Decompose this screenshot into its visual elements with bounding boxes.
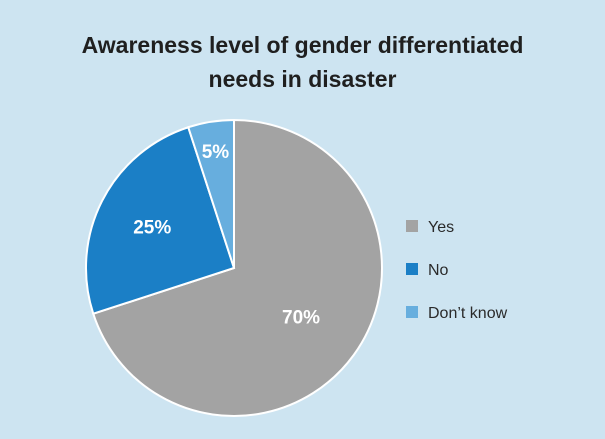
pie-data-label: 70% xyxy=(282,308,320,329)
pie-slice-no xyxy=(85,125,236,315)
legend-label: Don’t know xyxy=(428,305,508,322)
chart-title: Awareness level of gender differentiated… xyxy=(20,28,585,96)
chart-title-line-2: needs in disaster xyxy=(208,66,397,92)
legend-swatch xyxy=(406,220,418,232)
pie-slice-don-t-know xyxy=(187,118,235,269)
pie-data-label: 25% xyxy=(133,217,171,238)
legend-swatch xyxy=(406,263,418,275)
legend-label: Yes xyxy=(428,219,454,236)
pie-labels: 70% 25% 5% xyxy=(133,142,320,329)
legend: Yes No Don’t know xyxy=(406,219,508,322)
legend-swatch xyxy=(406,306,418,318)
pie-data-label: 5% xyxy=(202,142,230,163)
pie-slice-yes xyxy=(91,118,383,417)
legend-label: No xyxy=(428,262,449,279)
pie-slices xyxy=(85,118,383,417)
chart-title-line-1: Awareness level of gender differentiated xyxy=(81,32,524,58)
